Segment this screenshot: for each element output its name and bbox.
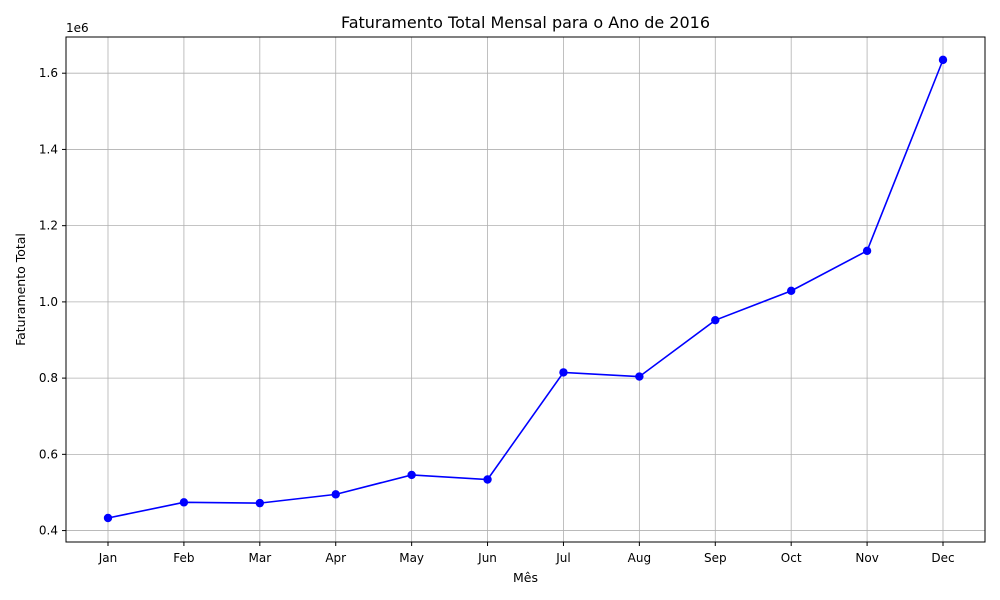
plot-frame — [65, 36, 986, 543]
chart-title: Faturamento Total Mensal para o Ano de 2… — [341, 13, 710, 32]
data-point — [103, 513, 113, 523]
x-tick-label: Jul — [555, 551, 570, 565]
data-point — [635, 372, 644, 381]
ticks-layer: Jan Feb Mar Apr May Jun Jul Aug Sep Oct Nov Dec 0.4 0… — [39, 66, 955, 565]
data-point — [179, 498, 189, 507]
y-tick-label: 0.4 — [39, 524, 58, 538]
y-tick-label: 1.4 — [39, 142, 58, 156]
data-point — [407, 470, 416, 480]
data-point — [559, 368, 568, 377]
data-point — [938, 55, 948, 65]
y-tick-label: 0.8 — [39, 371, 58, 385]
x-tick-label: Dec — [931, 551, 954, 565]
data-point — [862, 246, 872, 256]
data-point — [331, 490, 340, 499]
x-tick-label: Nov — [855, 551, 878, 565]
x-tick-label: Aug — [628, 551, 651, 565]
y-tick-label: 1.6 — [39, 66, 58, 80]
y-tick-label: 0.6 — [39, 447, 58, 461]
x-tick-label: May — [399, 551, 424, 565]
y-axis-label: Faturamento Total — [13, 233, 28, 346]
x-tick-label: Feb — [173, 551, 194, 565]
y-tick-label: 1.0 — [39, 295, 58, 309]
data-point — [255, 498, 265, 508]
series-layer — [103, 55, 948, 523]
x-tick-label: Mar — [248, 551, 271, 565]
series-line — [107, 59, 944, 519]
x-tick-label: Jan — [98, 551, 118, 565]
y-axis-offset-label: 1e6 — [66, 21, 89, 35]
x-tick-label: Oct — [781, 551, 802, 565]
x-tick-label: Jun — [477, 551, 497, 565]
x-tick-label: Apr — [325, 551, 346, 565]
y-tick-label: 1.2 — [39, 219, 58, 233]
data-point — [711, 315, 720, 325]
data-point — [483, 475, 492, 484]
x-axis-label: Mês — [513, 570, 538, 585]
data-point — [786, 286, 796, 296]
x-tick-label: Sep — [704, 551, 727, 565]
